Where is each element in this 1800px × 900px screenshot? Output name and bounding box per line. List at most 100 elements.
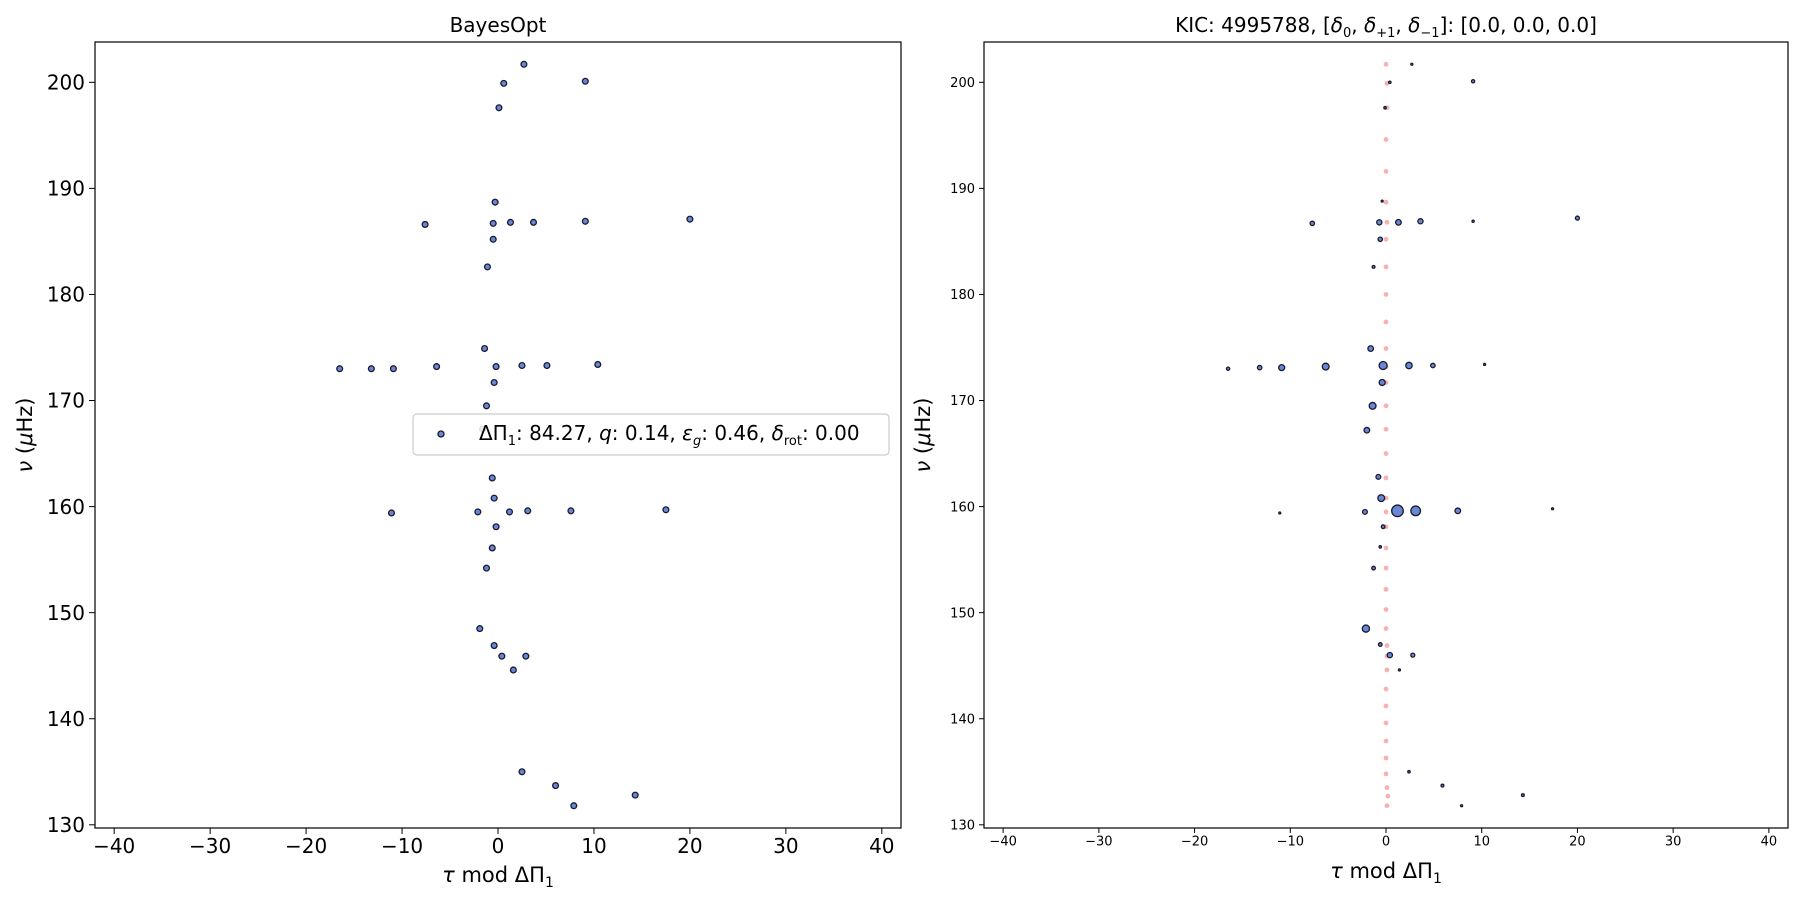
- model-point: [1383, 686, 1389, 692]
- y-tick-label: 160: [47, 495, 85, 519]
- data-point: [483, 263, 491, 271]
- x-tick-label: −30: [1085, 834, 1112, 849]
- data-point: [490, 642, 498, 650]
- observed-point: [1256, 364, 1263, 371]
- observed-point: [1378, 378, 1386, 387]
- data-point: [498, 652, 506, 660]
- x-tick-label: −10: [1277, 834, 1304, 849]
- observed-point: [1278, 511, 1282, 515]
- data-point: [686, 215, 694, 223]
- observed-point: [1321, 362, 1330, 371]
- observed-point: [1368, 401, 1377, 410]
- y-tick-label: 160: [950, 500, 975, 515]
- model-point: [1383, 626, 1389, 631]
- y-tick-label: 190: [47, 177, 85, 201]
- data-point: [490, 494, 498, 502]
- data-point: [500, 79, 508, 87]
- y-tick-label: 140: [47, 707, 85, 731]
- data-point: [567, 507, 575, 515]
- x-tick-label: −20: [285, 834, 327, 858]
- data-point: [662, 506, 670, 514]
- left-legend: ΔΠ1: 84.27, q: 0.14, εg: 0.46, δrot: 0.0…: [412, 413, 890, 456]
- data-point: [387, 509, 396, 517]
- y-tick-label: 170: [47, 389, 85, 413]
- left-chart-title: BayesOpt: [450, 13, 547, 37]
- x-tick-label: 10: [581, 834, 606, 858]
- right-plot-frame: [983, 41, 1789, 829]
- data-point: [421, 220, 429, 228]
- y-tick-label: 140: [950, 712, 975, 727]
- model-point: [1384, 667, 1390, 673]
- data-point: [489, 219, 497, 227]
- data-point: [433, 363, 441, 371]
- right-y-axis-ticks: 130 140 150 160 170 180 190 200: [950, 76, 984, 833]
- model-point: [1383, 319, 1389, 325]
- model-point: [1383, 586, 1389, 592]
- y-tick-label: 150: [950, 606, 975, 621]
- data-point: [506, 218, 515, 226]
- legend-label: ΔΠ1: 84.27, q: 0.14, εg: 0.46, δrot: 0.0…: [479, 421, 860, 449]
- data-point: [488, 544, 496, 552]
- x-tick-label: 0: [1382, 834, 1390, 849]
- data-point: [581, 217, 589, 225]
- observed-point: [1391, 504, 1404, 518]
- data-point: [481, 345, 489, 353]
- observed-point: [1377, 236, 1384, 243]
- model-point: [1383, 755, 1389, 761]
- observed-point: [1371, 565, 1377, 571]
- observed-point: [1309, 220, 1316, 227]
- model-point: [1383, 264, 1389, 270]
- observed-point: [1378, 545, 1383, 549]
- y-tick-label: 180: [950, 288, 975, 303]
- left-x-axis-ticks: −40 −30 −20 −10 0 10 20 30 40: [93, 828, 895, 858]
- right-model-points: [1383, 61, 1391, 809]
- data-point: [570, 802, 578, 810]
- observed-point: [1454, 507, 1462, 515]
- y-tick-label: 200: [47, 71, 85, 95]
- model-point: [1384, 643, 1390, 648]
- left-plot-frame: [94, 41, 902, 829]
- model-point: [1383, 771, 1389, 777]
- data-point: [367, 365, 375, 373]
- x-tick-label: 10: [1473, 834, 1490, 849]
- left-y-axis-ticks: 130 140 150 160 170 180 190 200: [47, 71, 95, 837]
- right-x-axis-ticks: −40 −30 −20 −10 0 10 20 30 40: [989, 828, 1777, 849]
- observed-point: [1459, 804, 1464, 808]
- observed-point: [1361, 508, 1368, 515]
- model-point: [1383, 346, 1389, 351]
- y-tick-label: 190: [950, 182, 975, 197]
- model-point: [1383, 426, 1389, 432]
- model-point: [1384, 219, 1390, 225]
- x-tick-label: −10: [381, 834, 423, 858]
- data-point: [336, 365, 344, 373]
- x-tick-label: −40: [93, 834, 135, 858]
- y-tick-label: 200: [950, 76, 975, 91]
- observed-point: [1550, 507, 1555, 511]
- observed-point: [1225, 366, 1231, 371]
- observed-point: [1405, 361, 1413, 370]
- x-tick-label: 20: [1569, 834, 1586, 849]
- data-point: [581, 77, 589, 85]
- model-point: [1384, 803, 1390, 809]
- y-tick-label: 130: [47, 813, 85, 837]
- observed-point: [1410, 62, 1414, 66]
- data-point: [492, 523, 500, 531]
- observed-point: [1387, 80, 1392, 85]
- data-point: [482, 564, 491, 572]
- model-point: [1383, 236, 1389, 242]
- data-point: [522, 652, 530, 660]
- observed-point: [1371, 264, 1376, 269]
- observed-point: [1440, 783, 1445, 788]
- left-chart: BayesOpt −40 −30 −20 −10 0 10 20 30 40 130 140 150…: [13, 13, 902, 891]
- observed-point: [1407, 769, 1411, 774]
- x-tick-label: 20: [677, 834, 702, 858]
- data-point: [518, 361, 526, 370]
- model-point: [1383, 451, 1389, 456]
- data-point: [594, 360, 602, 369]
- right-chart-title: KIC: 4995788, [δ0, δ+1, δ−1]: [0.0, 0.0,…: [1175, 13, 1597, 41]
- model-point: [1383, 565, 1389, 571]
- data-point: [491, 198, 499, 206]
- data-point: [490, 378, 498, 387]
- observed-point: [1376, 219, 1383, 226]
- data-point: [474, 508, 482, 516]
